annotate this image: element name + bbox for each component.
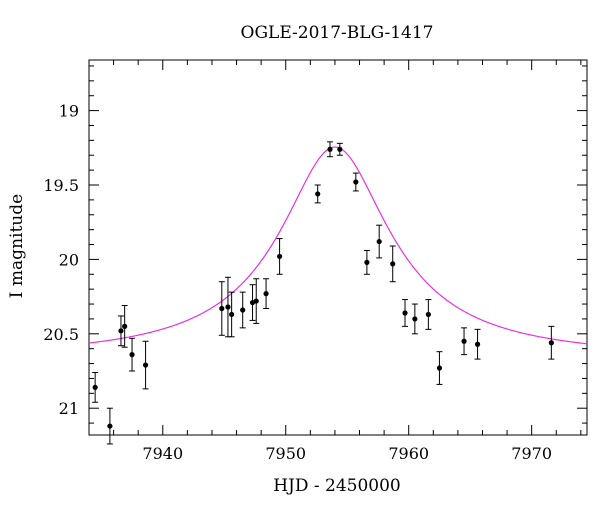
y-tick-label: 19.5 [43,176,79,195]
data-point [376,238,382,245]
y-tick-label: 20 [59,250,79,269]
data-point [276,253,283,260]
x-tick-label: 7960 [388,444,429,463]
tick-labels: 7940 7950 7960 7970 19 19.5 20 20.5 21 [43,102,552,463]
data-point [412,316,418,322]
model-curve-layer [88,146,588,345]
x-tick-label: 7950 [265,444,306,463]
x-axis-label: HJD - 2450000 [273,476,401,496]
data-point [353,179,359,185]
axis-ticks [88,60,587,435]
data-point [263,291,269,297]
data-point [390,261,396,267]
data-points-layer [92,141,555,445]
data-point [253,298,259,304]
y-axis-label: I magnitude [7,194,27,298]
data-point [240,307,246,313]
chart-title: OGLE-2017-BLG-1417 [241,23,434,43]
data-point [225,304,231,310]
data-point [142,362,149,368]
data-point [425,311,431,318]
data-point [461,338,467,344]
y-tick-label: 20.5 [43,325,79,344]
data-point [229,311,235,318]
data-point [548,340,554,346]
data-point [129,352,135,358]
plot-frame [88,59,588,436]
data-point [122,323,128,329]
y-tick-label: 21 [59,399,79,418]
y-tick-label: 19 [59,102,79,121]
data-point [118,328,124,334]
data-point [219,305,225,312]
data-point [327,146,333,152]
x-tick-label: 7940 [142,444,183,463]
data-point [474,341,481,347]
data-point [107,423,113,429]
model-curve [88,146,588,345]
data-point [92,384,98,390]
data-point [337,146,343,152]
data-point [436,365,443,371]
data-point [315,191,321,197]
data-point [402,310,408,316]
data-point [364,259,370,265]
x-tick-label: 7970 [511,444,552,463]
